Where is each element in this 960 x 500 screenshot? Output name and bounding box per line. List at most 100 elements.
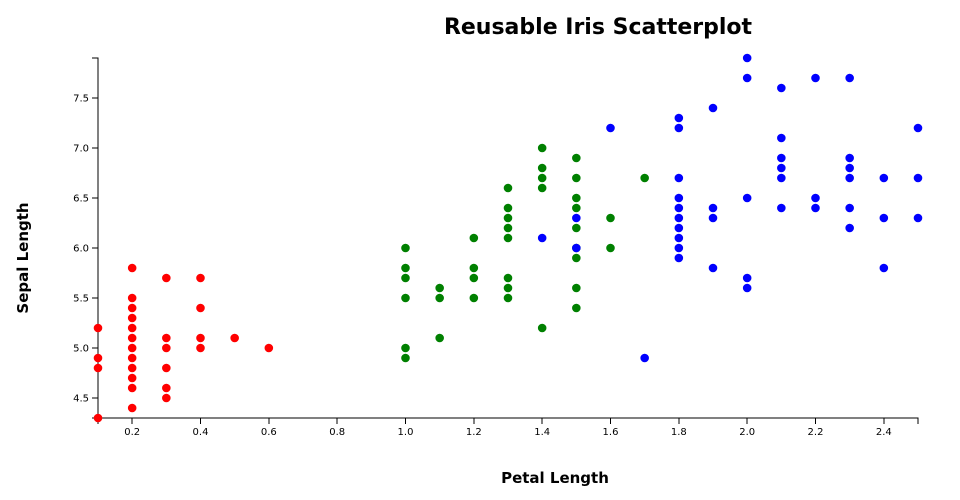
scatter-point [845,223,854,233]
x-axis-label: Petal Length [501,469,609,487]
scatter-point [674,113,684,123]
scatter-point [162,273,171,283]
scatter-point [708,263,718,273]
scatter-point [127,303,137,313]
scatter-point [777,133,786,143]
scatter-point [196,273,205,283]
scatter-point [93,413,103,423]
scatter-point [401,343,410,353]
scatter-point [708,213,718,223]
scatter-point [503,233,513,243]
scatter-point [435,333,444,343]
scatter-point [127,343,137,353]
scatter-point [435,283,444,293]
x-axis: 0.2 0.4 0.6 0.8 1.0 1.2 1.4 1.6 1.8 2.0 2.2 2.4 [97,417,919,438]
scatter-point [913,173,923,183]
scatter-point [674,243,684,253]
scatter-point [401,263,410,273]
scatter-point [401,353,410,363]
scatter-point [674,173,684,183]
x-tick-label: 2.4 [876,427,892,438]
scatter-point [537,163,547,173]
x-tick-label: 0.8 [329,427,345,438]
y-tick-label: 6.0 [73,244,89,255]
scatter-point [913,213,923,223]
x-tick-label: 0.2 [124,427,140,438]
scatter-point [503,203,513,213]
scatter-point [674,233,684,243]
scatter-point [640,353,649,363]
scatter-point [196,343,205,353]
scatter-point [469,273,479,283]
scatter-point [469,233,479,243]
scatter-point [196,333,205,343]
scatter-point [572,303,581,313]
scatter-point [127,263,137,273]
scatter-point [845,73,854,83]
scatter-point [93,353,103,363]
y-tick-label: 7.5 [73,94,89,105]
scatter-point [162,393,171,403]
scatter-point [572,223,581,233]
scatter-point [811,73,820,83]
scatter-point [742,193,752,203]
scatter-point [537,233,547,243]
scatter-point [674,253,684,263]
scatter-point [162,383,171,393]
scatter-point [127,373,137,383]
scatter-point [742,273,752,283]
scatter-point [127,363,137,373]
scatter-point [572,173,581,183]
scatter-point [606,123,615,133]
scatter-point [401,243,410,253]
scatter-point [572,153,581,163]
scatter-point [469,293,479,303]
scatter-point [777,153,786,163]
y-axis: 4.5 5.0 5.5 6.0 6.5 7.0 7.5 [73,57,99,419]
scatter-point [572,243,581,253]
y-tick-label: 7.0 [73,144,89,155]
scatter-point [93,363,103,373]
scatter-point [127,333,137,343]
x-tick-label: 1.8 [671,427,687,438]
x-tick-label: 1.4 [534,427,550,438]
scatter-point [845,163,854,173]
scatter-point [674,123,684,133]
scatter-point [469,263,479,273]
scatter-point [913,123,923,133]
data-points [93,53,923,423]
scatter-point [606,243,615,253]
x-tick-label: 1.0 [398,427,414,438]
scatter-point [674,213,684,223]
scatter-point [777,163,786,173]
scatter-point [742,73,752,83]
scatter-point [572,193,581,203]
scatter-point [845,153,854,163]
scatter-point [742,283,752,293]
x-axis-line [97,417,919,424]
y-tick-label: 6.5 [73,194,89,205]
scatter-point [537,323,547,333]
scatter-point [503,283,513,293]
scatter-point [845,173,854,183]
scatter-point [572,253,581,263]
scatter-point [572,213,581,223]
scatter-point [606,213,615,223]
scatter-point [674,193,684,203]
scatter-point [640,173,649,183]
y-axis-label: Sepal Length [14,202,32,313]
scatter-point [674,223,684,233]
scatter-point [811,193,820,203]
scatter-point [708,103,718,113]
scatter-point [879,173,889,183]
scatter-point [503,223,513,233]
scatter-point [537,173,547,183]
chart-title: Reusable Iris Scatterplot [444,15,753,40]
scatter-point [537,183,547,193]
scatter-point [93,323,103,333]
scatter-point [503,273,513,283]
x-tick-label: 1.2 [466,427,482,438]
scatter-point [777,83,786,93]
scatter-point [127,403,137,413]
